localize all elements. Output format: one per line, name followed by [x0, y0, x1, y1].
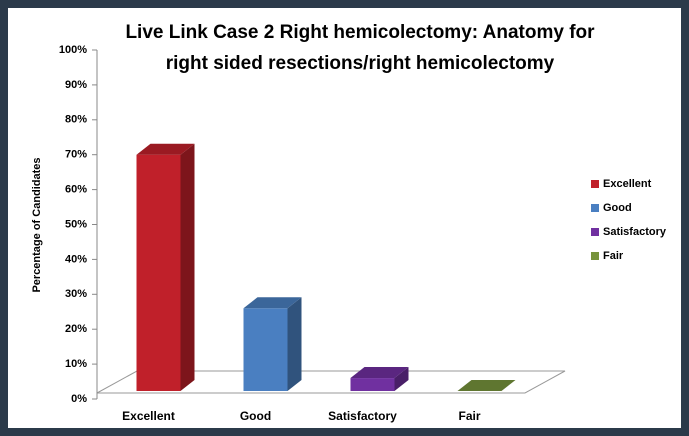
bar-top	[350, 367, 409, 379]
x-tick-label: Satisfactory	[328, 409, 397, 423]
x-tick-label: Good	[240, 409, 271, 423]
y-tick-label: 30%	[65, 288, 87, 300]
chart-title: right sided resections/right hemicolecto…	[166, 53, 555, 74]
bar-front	[243, 308, 288, 391]
legend-swatch	[591, 204, 599, 212]
bar-side	[287, 297, 302, 391]
y-tick-label: 100%	[59, 44, 87, 56]
floor	[96, 370, 566, 394]
y-tick-label: 70%	[65, 149, 87, 161]
y-tick-label: 80%	[65, 114, 87, 126]
bar	[350, 367, 409, 391]
bar-top	[136, 143, 195, 155]
legend-swatch	[591, 228, 599, 236]
bar	[136, 143, 195, 391]
panel	[8, 8, 681, 428]
y-tick-label: 50%	[65, 218, 87, 230]
x-tick-label: Excellent	[122, 409, 175, 423]
legend-label: Fair	[603, 250, 624, 262]
chart-title: Live Link Case 2 Right hemicolectomy: An…	[125, 22, 595, 43]
y-tick-label: 20%	[65, 323, 87, 335]
legend-swatch	[591, 252, 599, 260]
legend-swatch	[591, 180, 599, 188]
bar	[243, 297, 302, 391]
y-tick-label: 10%	[65, 358, 87, 370]
bar-top	[457, 380, 516, 391]
y-tick-label: 40%	[65, 253, 87, 265]
bar-side	[180, 143, 195, 391]
legend-label: Satisfactory	[603, 226, 667, 238]
bar-front	[136, 154, 181, 391]
bar	[457, 380, 516, 391]
y-tick-label: 60%	[65, 184, 87, 196]
x-tick-label: Fair	[458, 409, 480, 423]
bar-side	[394, 367, 409, 391]
legend-label: Good	[603, 202, 632, 214]
y-axis-label: Percentage of Candidates	[31, 157, 43, 292]
y-tick-label: 90%	[65, 79, 87, 91]
bar-front	[350, 378, 395, 391]
y-tick-label: 0%	[71, 393, 87, 405]
legend-label: Excellent	[603, 178, 652, 190]
bar-top	[243, 297, 302, 309]
